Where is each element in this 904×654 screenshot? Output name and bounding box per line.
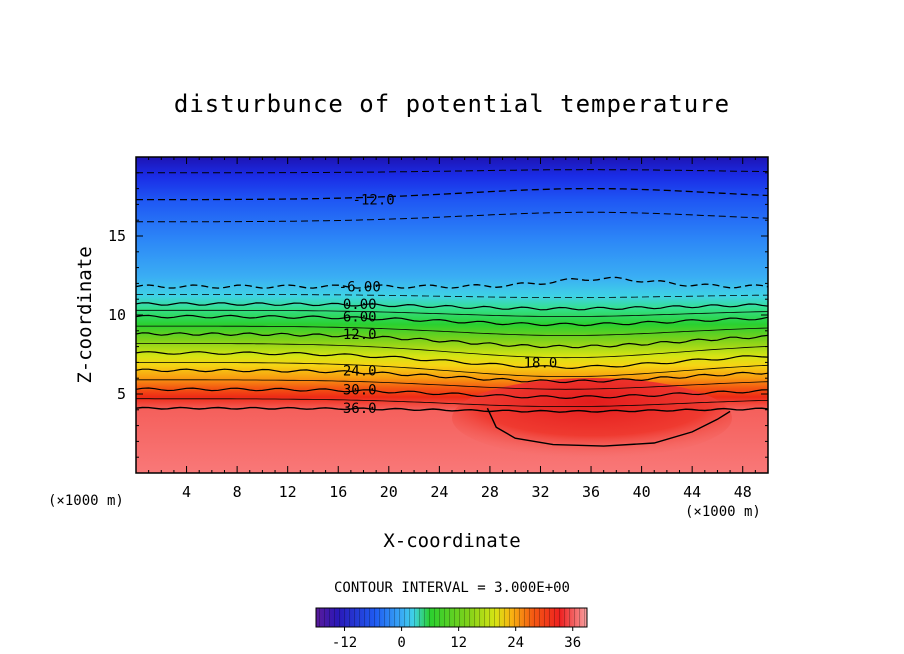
x-tick-label: 24 (430, 483, 448, 501)
colorbar-tick-label: 24 (507, 635, 524, 651)
contour-line (136, 302, 768, 311)
contour-line-negative (136, 187, 768, 201)
x-axis-label: X-coordinate (383, 530, 520, 552)
contour-line (136, 309, 768, 317)
contour-line (136, 314, 768, 327)
contour-label: 0.00 (343, 297, 377, 313)
contour-line-anomaly (486, 407, 731, 447)
contour-line-negative (136, 276, 768, 289)
contour-line (136, 343, 768, 359)
contour-label: 36.0 (343, 401, 377, 417)
colorbar-ticks: -12 0 12 24 36 (332, 627, 581, 651)
chart-title: disturbunce of potential temperature (174, 90, 730, 118)
y-tick-label: 10 (108, 306, 126, 324)
contour-line (136, 379, 768, 390)
z-unit-label: (×1000 m) (48, 493, 124, 509)
colorbar-tick-label: -12 (332, 635, 357, 651)
x-tick-label: 20 (380, 483, 398, 501)
colorbar-tick-label: 0 (397, 635, 405, 651)
contour-label: 12.0 (343, 327, 377, 343)
x-tick-label: 12 (279, 483, 297, 501)
x-unit-label: (×1000 m) (685, 504, 761, 520)
contour-label: 30.0 (343, 382, 377, 398)
contour-label: 24.0 (343, 363, 377, 379)
y-tick-label: 5 (117, 385, 126, 403)
contour-line (136, 332, 768, 349)
contour-label: 18.0 (524, 355, 558, 371)
contour-line (136, 406, 768, 413)
x-tick-label: 40 (633, 483, 651, 501)
x-tick-label: 16 (329, 483, 347, 501)
x-tick-label: 44 (683, 483, 701, 501)
contour-line-negative (136, 169, 768, 174)
contour-line (136, 398, 768, 407)
contour-line (136, 351, 768, 370)
colorbar-tick-label: 36 (564, 635, 581, 651)
x-tick-label: 36 (582, 483, 600, 501)
contour-label: -12.0 (353, 193, 395, 209)
y-axis-label: Z-coordinate (74, 246, 96, 383)
x-tick-label: 28 (481, 483, 499, 501)
colorbar-stripes (316, 608, 587, 627)
colorbar-tick-label: 12 (450, 635, 467, 651)
contour-interval-text: CONTOUR INTERVAL = 3.000E+00 (334, 580, 570, 596)
contour-line (136, 362, 768, 377)
contour-label: 6.00 (343, 310, 377, 326)
x-tick-label: 4 (182, 483, 191, 501)
contour-line (136, 325, 768, 336)
x-tick-label: 32 (531, 483, 549, 501)
contour-line-negative (136, 294, 768, 298)
x-tick-label: 48 (734, 483, 752, 501)
contour-line (136, 368, 768, 384)
y-tick-label: 15 (108, 227, 126, 245)
contour-line (136, 387, 768, 400)
contour-label: -6.00 (339, 280, 381, 296)
contour-line-negative (136, 211, 768, 223)
x-tick-label: 8 (233, 483, 242, 501)
